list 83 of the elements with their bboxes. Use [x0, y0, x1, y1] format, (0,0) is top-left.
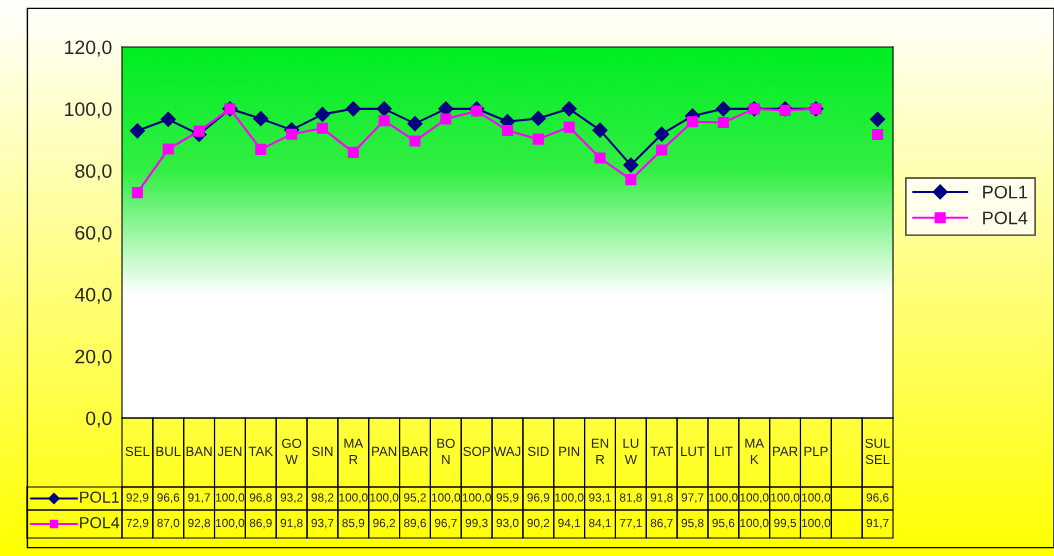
x-tick-label: GO W: [282, 438, 302, 464]
x-tick-label: SOP: [463, 446, 490, 457]
data-label: 100,0: [802, 493, 831, 504]
data-label: 98,2: [311, 493, 334, 504]
x-tick-label: BO N: [437, 438, 455, 464]
data-label: 100,0: [740, 493, 769, 504]
x-tick-label: SIN: [312, 446, 333, 457]
x-tick-label: MA R: [344, 438, 364, 464]
data-label: 90,2: [527, 518, 550, 529]
data-label: 100,0: [216, 493, 245, 504]
data-label: 93,0: [496, 518, 519, 529]
data-label: 96,9: [527, 493, 550, 504]
y-tick-label: 0,0: [86, 411, 112, 428]
x-tick-label: PAN: [372, 446, 397, 456]
x-tick-label: PIN: [559, 446, 580, 456]
data-label: 91,7: [866, 518, 889, 529]
data-label: 91,7: [188, 493, 210, 504]
x-tick-label: BAN: [186, 446, 212, 456]
data-label: 95,6: [712, 518, 735, 529]
legend-label: POL4: [983, 211, 1028, 225]
data-label: 77,1: [619, 518, 642, 529]
data-label: 96,7: [434, 518, 457, 529]
x-tick-label: TAK: [248, 446, 273, 456]
data-label: 100,0: [216, 518, 245, 529]
data-label: 86,7: [650, 518, 673, 529]
data-label: 97,7: [681, 493, 704, 504]
x-tick-label: SUL SEL: [865, 438, 890, 465]
data-label: 72,9: [126, 518, 149, 529]
x-tick-label: WAJ: [493, 446, 521, 457]
data-label: 84,1: [589, 518, 611, 529]
data-label: 93,7: [311, 518, 334, 529]
data-label: 100,0: [771, 493, 800, 504]
data-label: 95,2: [404, 493, 426, 504]
data-label: 85,9: [342, 518, 365, 529]
data-label: 96,6: [866, 493, 889, 504]
data-label: 100,0: [431, 493, 461, 504]
data-label: 92,9: [126, 493, 149, 504]
y-tick-label: 20,0: [75, 349, 112, 366]
data-label: 93,1: [589, 493, 611, 504]
data-label: 99,5: [774, 518, 797, 529]
x-tick-label: LUT: [681, 446, 705, 457]
x-tick-label: SEL: [125, 446, 150, 457]
data-label: 100,0: [462, 493, 491, 504]
data-label: 94,1: [558, 518, 581, 529]
x-tick-label: BUL: [156, 446, 181, 457]
data-label: 95,8: [681, 518, 704, 529]
data-label: 81,8: [619, 493, 642, 504]
text: POL1: [80, 491, 119, 503]
y-tick-label: 60,0: [75, 225, 112, 243]
data-label: 100,0: [370, 493, 399, 504]
data-label: 100,0: [709, 493, 738, 504]
x-tick-label: LU W: [623, 438, 639, 464]
x-tick-label: PAR: [773, 446, 798, 456]
data-label: 100,0: [555, 493, 584, 504]
x-tick-label: PLP: [804, 446, 828, 456]
data-label: 96,2: [373, 518, 396, 529]
x-tick-label: BAR: [402, 446, 428, 456]
data-label: 100,0: [740, 518, 769, 529]
data-label: 96,6: [157, 493, 180, 504]
text: POL4: [80, 516, 120, 529]
data-label: 86,9: [249, 518, 272, 529]
legend-label: POL1: [983, 185, 1028, 199]
y-tick-label: 40,0: [74, 287, 112, 304]
data-label: 87,0: [157, 518, 180, 529]
data-label: 89,6: [404, 518, 426, 529]
x-tick-label: TAT: [650, 446, 673, 456]
x-tick-label: JEN: [217, 446, 242, 457]
data-label: 91,8: [650, 493, 673, 504]
y-tick-label: 80,0: [75, 164, 112, 181]
x-tick-label: EN R: [591, 438, 609, 464]
data-label: 99,3: [465, 518, 488, 529]
y-tick-label: 120,0: [65, 40, 112, 57]
y-tick-label: 100,0: [65, 102, 112, 119]
data-label: 95,9: [496, 493, 519, 504]
x-tick-label: MA K: [745, 438, 765, 464]
data-label: 100,0: [339, 493, 368, 504]
x-tick-label: SID: [527, 446, 549, 457]
data-label: 96,8: [249, 493, 272, 504]
data-label: 100,0: [802, 518, 831, 529]
data-label: 92,8: [188, 518, 211, 529]
x-tick-label: LIT: [714, 446, 733, 456]
data-label: 93,2: [280, 493, 303, 504]
data-label: 91,8: [280, 518, 303, 529]
